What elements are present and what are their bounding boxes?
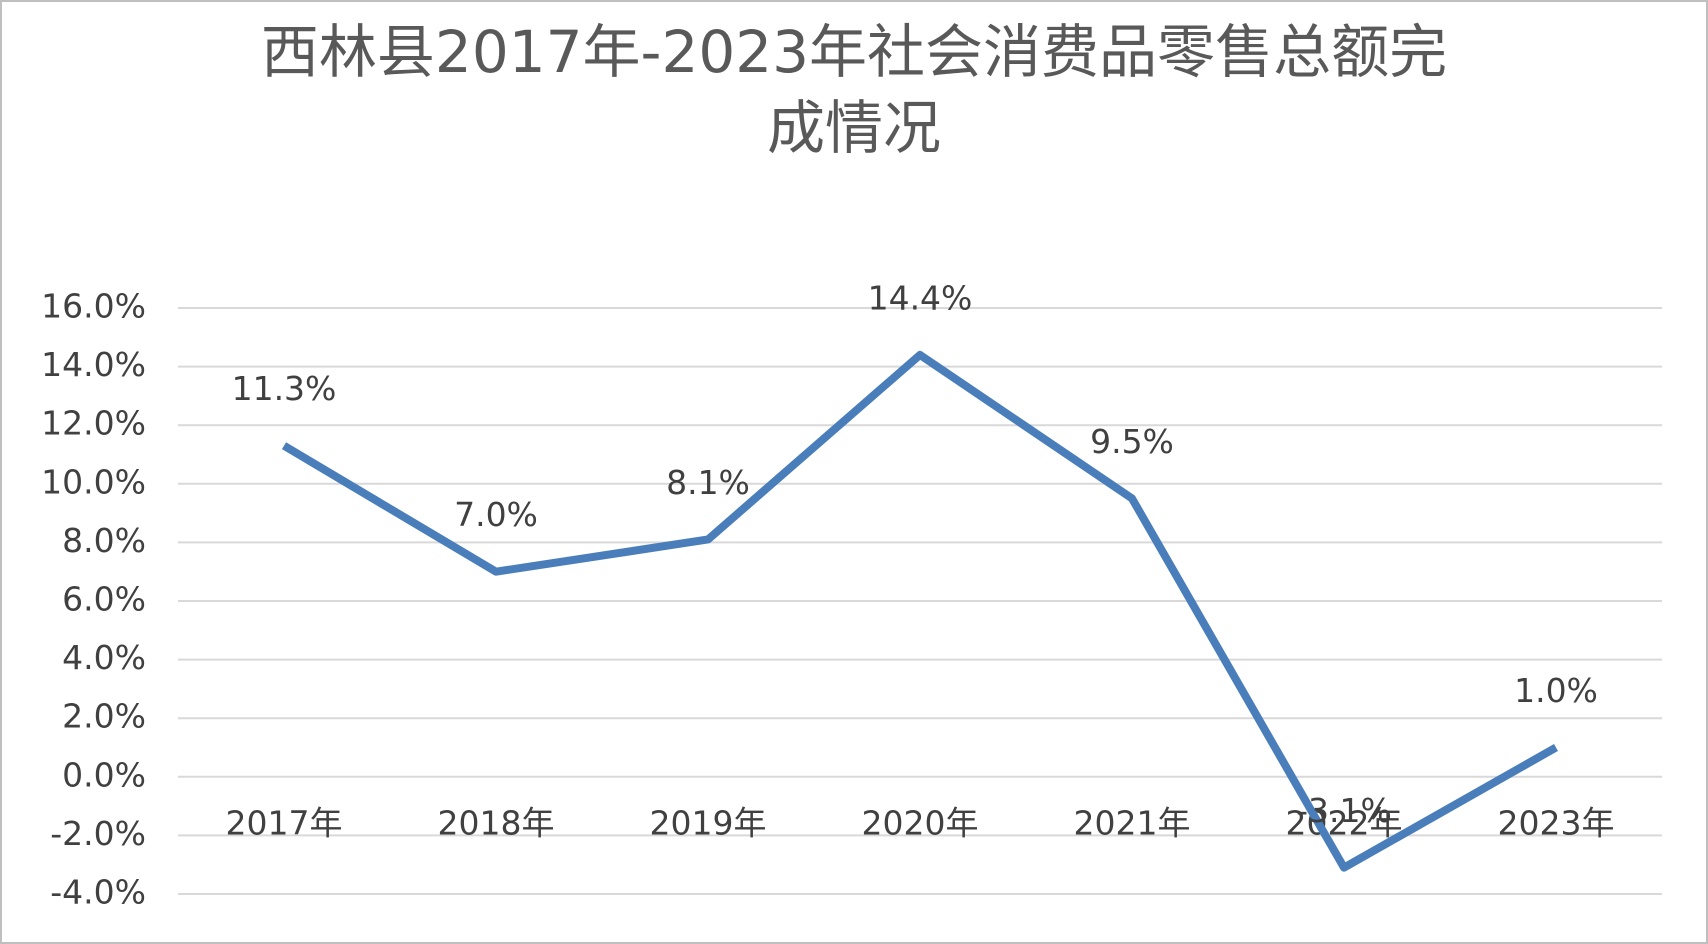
chart-title: 西林县2017年-2023年社会消费品零售总额完成情况 [260,18,1448,162]
data-label: -3.1% [1296,791,1392,830]
data-label: 14.4% [868,278,973,317]
y-tick-label: 16.0% [41,287,146,326]
data-label: 11.3% [232,369,337,408]
data-line [281,350,1558,872]
data-label: 7.0% [454,495,538,534]
y-tick-label: 8.0% [62,521,146,560]
y-tick-label: 2.0% [62,697,146,736]
y-tick-label: 14.0% [41,345,146,384]
y-tick-label: 10.0% [41,462,146,501]
x-tick-label: 2023年 [1498,804,1615,843]
x-tick-label: 2019年 [650,804,767,843]
x-tick-label: 2018年 [438,804,555,843]
x-tick-label: 2021年 [1074,804,1191,843]
x-tick-label: 2020年 [862,804,979,843]
data-label: 8.1% [666,463,750,502]
y-tick-label: 0.0% [62,755,146,794]
x-tick-label: 2017年 [226,804,343,843]
y-tick-label: 6.0% [62,580,146,619]
x-tick-label: 2022年 [1286,804,1403,843]
data-label: 1.0% [1514,671,1598,710]
y-tick-label: 4.0% [62,638,146,677]
data-label: 9.5% [1090,422,1174,461]
y-tick-label: -4.0% [50,873,146,912]
y-tick-label: 12.0% [41,404,146,443]
y-tick-label: -2.0% [50,814,146,853]
